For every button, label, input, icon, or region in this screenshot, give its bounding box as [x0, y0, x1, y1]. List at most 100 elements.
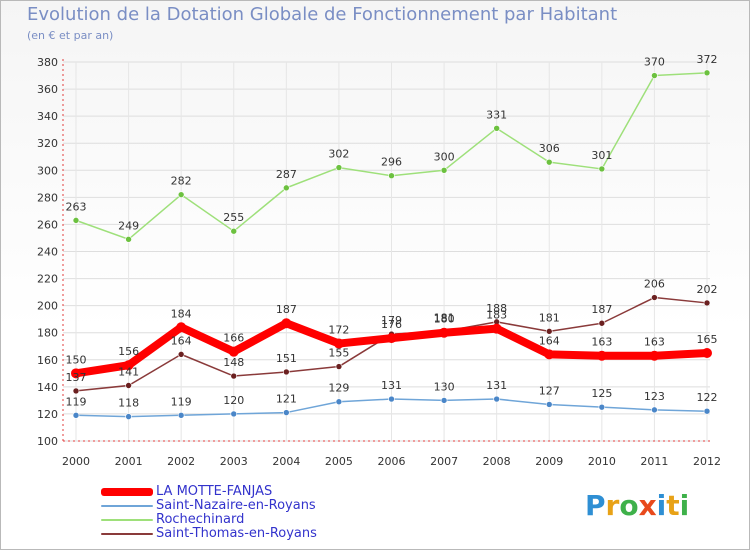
x-tick-label: 2005	[325, 455, 353, 468]
y-tick-label: 200	[37, 300, 58, 313]
x-tick-label: 2007	[430, 455, 458, 468]
data-label-la-motte-fanjas: 180	[434, 313, 455, 326]
data-label-la-motte-fanjas: 172	[328, 324, 349, 337]
data-label-rochechinard: 301	[591, 149, 612, 162]
y-tick-label: 120	[37, 408, 58, 421]
data-label-la-motte-fanjas: 150	[66, 353, 87, 366]
x-tick-label: 2011	[640, 455, 668, 468]
series-layer	[71, 69, 712, 420]
data-point-la-motte-fanjas	[333, 338, 344, 349]
logo-letter: o	[619, 489, 639, 522]
data-label-rochechinard: 296	[381, 156, 402, 169]
data-label-saint-nazaire-en-royans: 119	[66, 395, 87, 408]
data-label-saint-thomas-en-royans: 141	[118, 366, 139, 379]
logo-letter: P	[585, 489, 606, 522]
y-tick-label: 340	[37, 110, 58, 123]
data-label-la-motte-fanjas: 183	[486, 309, 507, 322]
data-label-saint-nazaire-en-royans: 120	[223, 394, 244, 407]
legend-swatch	[101, 488, 153, 496]
data-label-saint-nazaire-en-royans: 131	[381, 379, 402, 392]
data-point-rochechinard	[598, 165, 606, 173]
data-point-rochechinard	[177, 191, 185, 198]
data-point-saint-nazaire-en-royans	[598, 403, 606, 411]
logo-letter: t	[666, 489, 680, 522]
data-point-la-motte-fanjas	[71, 368, 81, 379]
data-label-la-motte-fanjas: 187	[276, 303, 297, 316]
y-tick-label: 160	[37, 354, 58, 367]
data-label-rochechinard: 282	[171, 175, 192, 188]
x-tick-label: 2012	[693, 455, 721, 468]
data-label-saint-thomas-en-royans: 148	[223, 356, 244, 369]
data-label-la-motte-fanjas: 176	[381, 318, 402, 331]
data-label-saint-thomas-en-royans: 187	[591, 303, 612, 316]
chart-title: Evolution de la Dotation Globale de Fonc…	[27, 4, 618, 25]
y-tick-label: 260	[37, 218, 58, 231]
data-label-la-motte-fanjas: 163	[591, 336, 612, 349]
data-point-rochechinard	[388, 172, 395, 179]
data-point-saint-nazaire-en-royans	[651, 406, 658, 414]
data-point-la-motte-fanjas	[649, 350, 660, 361]
y-tick-label: 100	[37, 435, 58, 448]
data-label-rochechinard: 255	[223, 211, 244, 224]
y-tick-label: 240	[37, 246, 58, 259]
data-point-la-motte-fanjas	[702, 348, 712, 359]
data-point-saint-nazaire-en-royans	[230, 410, 238, 418]
data-point-saint-nazaire-en-royans	[703, 407, 711, 415]
data-point-la-motte-fanjas	[176, 322, 187, 333]
data-label-la-motte-fanjas: 166	[223, 332, 244, 345]
legend-swatch	[101, 519, 153, 521]
data-label-la-motte-fanjas: 165	[697, 333, 718, 346]
data-point-saint-nazaire-en-royans	[177, 411, 185, 419]
data-point-saint-thomas-en-royans	[545, 328, 553, 335]
data-point-rochechinard	[72, 217, 80, 224]
data-point-rochechinard	[125, 236, 132, 243]
data-label-saint-thomas-en-royans: 181	[539, 311, 560, 324]
data-label-saint-nazaire-en-royans: 118	[118, 397, 139, 410]
data-label-saint-nazaire-en-royans: 119	[171, 395, 192, 408]
data-label-rochechinard: 302	[328, 148, 349, 161]
data-label-la-motte-fanjas: 184	[171, 307, 192, 320]
data-point-saint-thomas-en-royans	[651, 294, 658, 301]
data-label-rochechinard: 372	[697, 53, 718, 66]
legend-label: Saint-Thomas-en-Royans	[156, 526, 317, 541]
data-point-saint-thomas-en-royans	[598, 319, 606, 327]
data-label-rochechinard: 263	[66, 200, 87, 213]
data-label-saint-thomas-en-royans: 137	[66, 371, 87, 384]
data-label-saint-nazaire-en-royans: 122	[697, 391, 718, 404]
data-point-saint-thomas-en-royans	[335, 363, 343, 370]
data-point-rochechinard	[440, 166, 448, 174]
logo-letter: i	[679, 489, 690, 522]
data-label-saint-nazaire-en-royans: 130	[434, 380, 455, 393]
x-tick-label: 2003	[220, 455, 248, 468]
data-label-saint-nazaire-en-royans: 121	[276, 393, 297, 406]
y-tick-label: 280	[37, 191, 58, 204]
data-label-saint-nazaire-en-royans: 129	[328, 382, 349, 395]
data-label-rochechinard: 249	[118, 219, 139, 232]
data-label-saint-thomas-en-royans: 179	[381, 314, 402, 327]
data-label-saint-thomas-en-royans: 188	[486, 302, 507, 315]
data-point-la-motte-fanjas	[439, 327, 450, 338]
legend-swatch	[101, 533, 153, 535]
data-point-rochechinard	[283, 184, 290, 192]
data-point-saint-nazaire-en-royans	[125, 413, 132, 420]
x-tick-label: 2010	[588, 455, 616, 468]
logo-letter: x	[638, 489, 657, 522]
data-label-saint-nazaire-en-royans: 127	[539, 384, 560, 397]
grid-layer	[63, 61, 710, 442]
data-point-saint-nazaire-en-royans	[493, 395, 500, 403]
data-label-rochechinard: 331	[486, 108, 507, 121]
data-point-saint-nazaire-en-royans	[283, 409, 290, 416]
data-label-saint-nazaire-en-royans: 123	[644, 390, 665, 403]
chart-subtitle: (en € et par an)	[27, 29, 114, 42]
data-point-rochechinard	[493, 125, 500, 132]
x-tick-label: 2000	[62, 455, 90, 468]
x-tick-label: 2004	[272, 455, 300, 468]
y-tick-label: 300	[37, 164, 58, 177]
x-tick-label: 2008	[483, 455, 511, 468]
data-point-la-motte-fanjas	[228, 346, 239, 357]
data-label-saint-thomas-en-royans: 164	[171, 334, 192, 347]
legend-label: Saint-Nazaire-en-Royans	[156, 498, 316, 513]
legend-swatch	[101, 505, 153, 507]
